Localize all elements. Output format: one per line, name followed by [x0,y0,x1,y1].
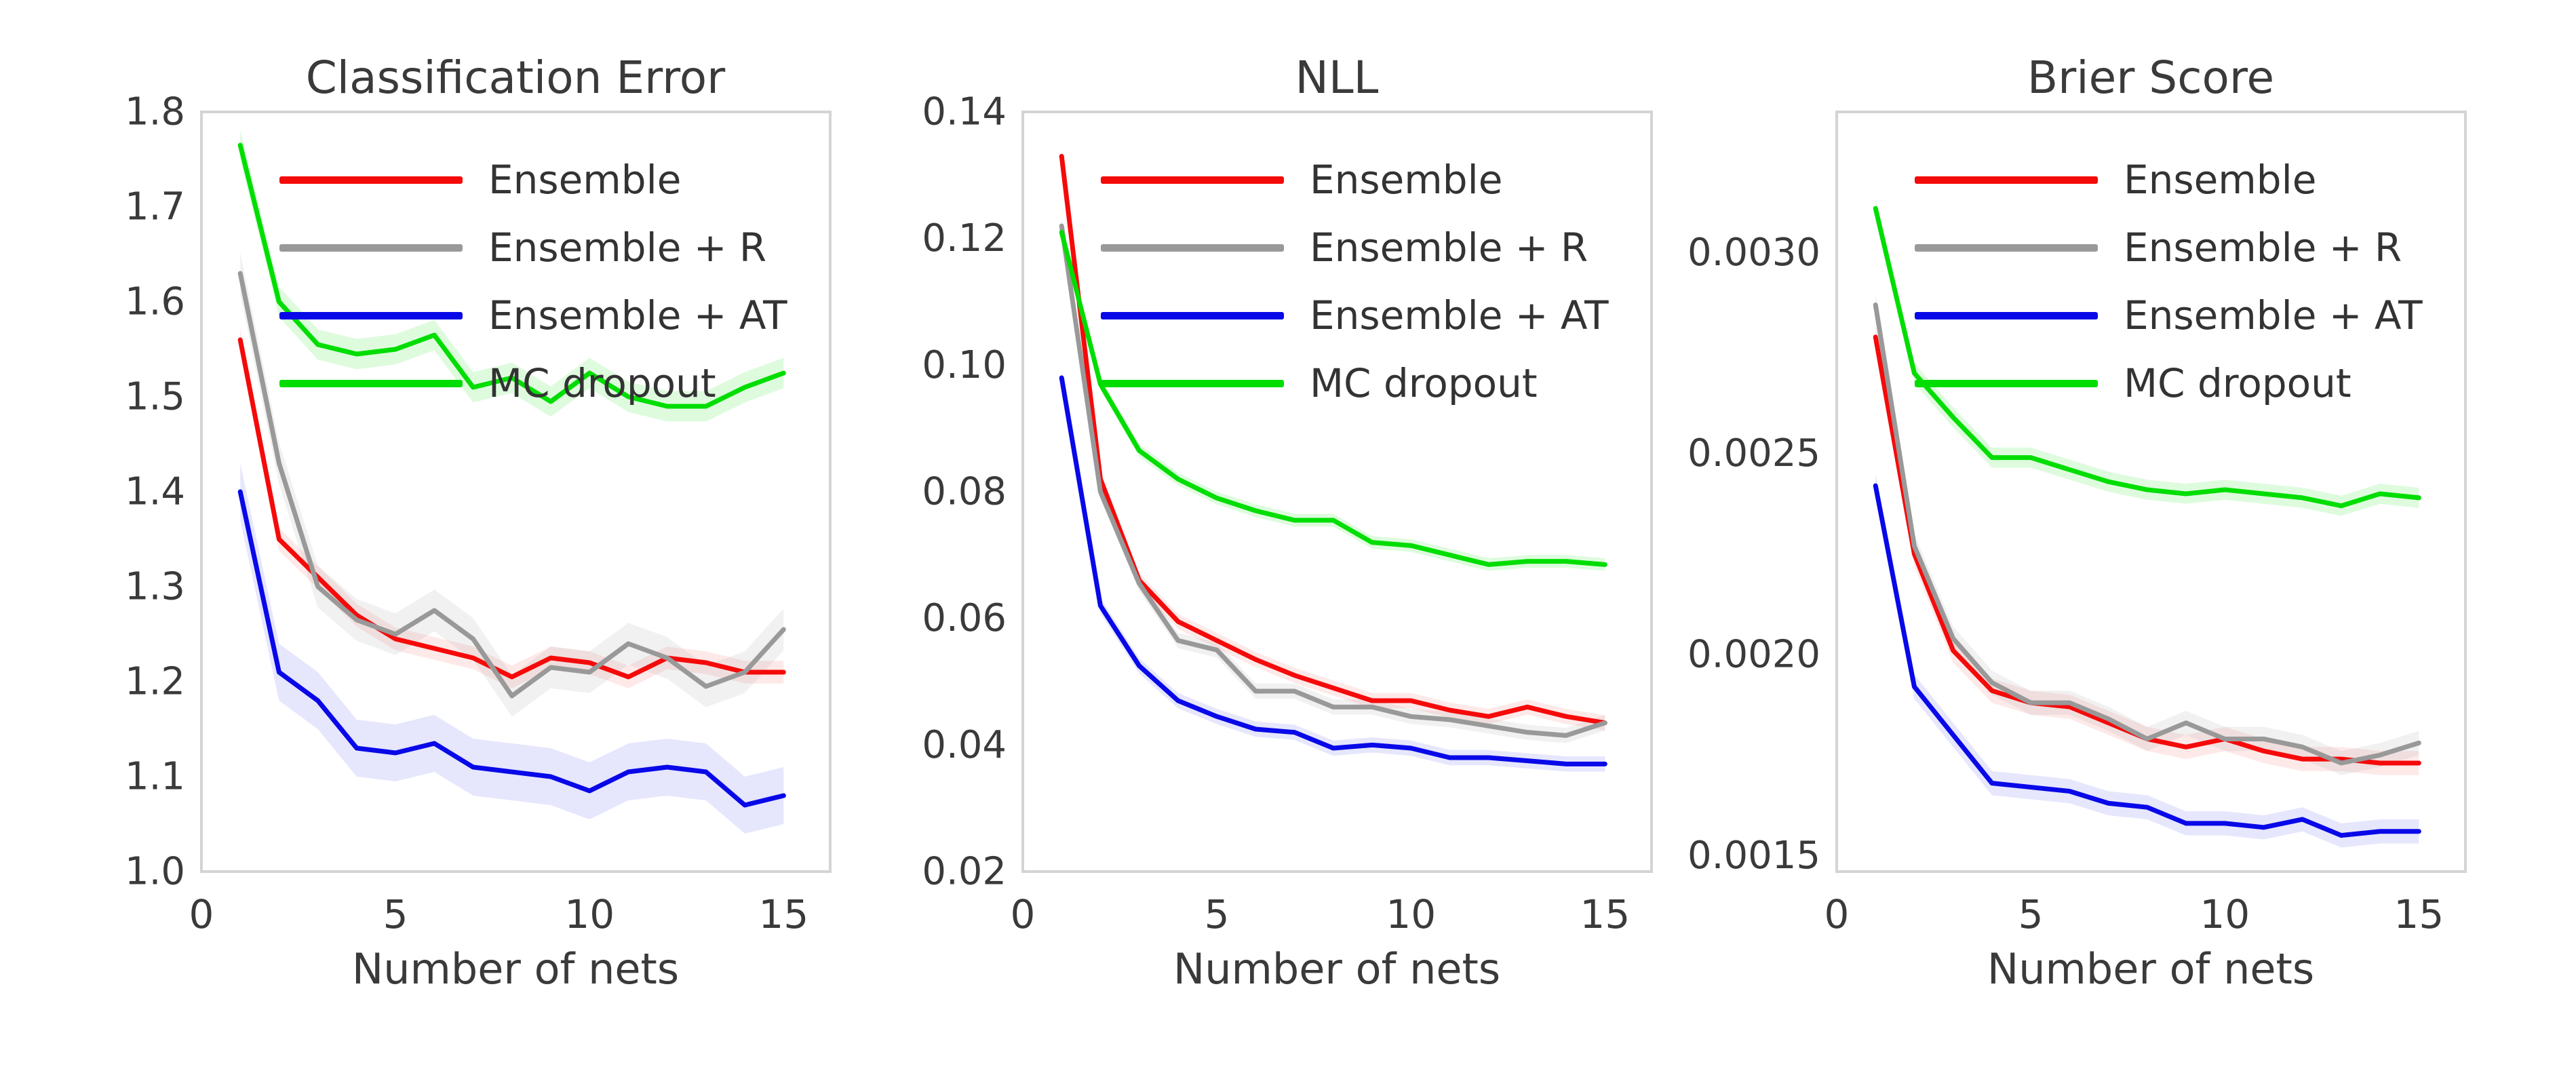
series-line-ensemble-at [237,489,786,808]
legend-item-ensemble-r: Ensemble + R [1101,225,1588,271]
legend-item-ensemble: Ensemble [279,157,682,203]
y-tick-label: 0.10 [922,343,1007,387]
legend-line-mc-dropout [1915,379,2098,387]
subplot-title-brier-score: Brier Score [2027,52,2275,104]
y-tick-label: 0.06 [922,596,1007,640]
legend-item-mc-dropout: MC dropout [1915,360,2351,406]
legend-item-ensemble: Ensemble [1915,157,2317,203]
legend-item-ensemble-at: Ensemble + AT [1915,292,2423,338]
x-axis-label-1: Number of nets [351,944,680,994]
legend-line-ensemble-at [1915,311,2098,319]
x-tick-label: 0 [1824,891,1850,937]
series-line-ensemble-at [1873,483,2421,838]
legend-line-ensemble-r [279,244,463,252]
subplot-title-classification-error: Classification Error [305,52,726,104]
legend-label-ensemble-at: Ensemble + AT [2124,292,2423,338]
series-line-ensemble-r [1873,302,2421,766]
legend-line-ensemble [1915,176,2098,184]
legend-line-ensemble [1101,176,1284,184]
series-line-ensemble-r [1059,223,1607,738]
plot-spines [1835,111,2467,873]
legend-label-ensemble: Ensemble [1310,157,1503,203]
x-tick-label: 10 [564,891,614,937]
confidence-band-mc-dropout [1061,226,1605,571]
series-line-ensemble-r [237,271,786,699]
series-line-mc-dropout [237,142,786,409]
legend-item-ensemble-at: Ensemble + AT [1101,292,1609,338]
y-tick-label: 1.7 [125,185,185,229]
plot-spines [200,111,832,873]
y-tick-label: 1.4 [125,470,185,514]
legend-label-ensemble: Ensemble [2124,157,2317,203]
legend-label-mc-dropout: MC dropout [2124,360,2351,406]
y-tick-label: 0.14 [922,90,1007,134]
y-tick-label: 1.0 [125,850,185,894]
series-line-mc-dropout [1059,229,1607,567]
legend-label-ensemble-at: Ensemble + AT [1310,292,1609,338]
legend-line-ensemble-at [1101,311,1284,319]
legend-label-ensemble: Ensemble [488,157,682,203]
y-tick-label: 1.5 [125,375,185,419]
confidence-band-mc-dropout [240,130,784,422]
legend-line-mc-dropout [1101,379,1284,387]
x-tick-label: 15 [2394,891,2444,937]
legend-line-ensemble-at [279,311,463,319]
y-tick-label: 0.04 [922,723,1007,767]
x-axis-label-2: Number of nets [1173,944,1501,994]
x-tick-label: 15 [758,891,808,937]
legend-line-ensemble [279,176,463,184]
y-tick-label: 1.3 [125,565,185,609]
legend-label-ensemble-r: Ensemble + R [2124,225,2402,271]
confidence-band-ensemble-at [240,463,784,834]
y-tick-label: 0.0030 [1687,231,1820,275]
x-tick-label: 10 [1386,891,1436,937]
y-tick-label: 0.0025 [1687,431,1820,475]
x-tick-label: 0 [1011,891,1036,937]
series-line-mc-dropout [1873,206,2421,509]
x-tick-label: 15 [1580,891,1630,937]
y-tick-label: 0.12 [922,216,1007,260]
x-axis-label-3: Number of nets [1987,944,2315,994]
legend-label-mc-dropout: MC dropout [488,360,716,406]
y-tick-label: 0.02 [922,850,1007,894]
legend-item-ensemble-r: Ensemble + R [279,225,767,271]
x-tick-label: 10 [2200,891,2250,937]
legend-item-mc-dropout: MC dropout [1101,360,1538,406]
legend-item-mc-dropout: MC dropout [279,360,716,406]
y-tick-label: 0.0020 [1687,633,1820,677]
series-line-ensemble [237,337,786,680]
series-line-ensemble [1059,153,1607,726]
legend-label-ensemble-at: Ensemble + AT [488,292,787,338]
legend-line-ensemble-r [1101,244,1284,252]
y-tick-label: 0.0015 [1687,834,1820,878]
y-tick-label: 1.1 [125,755,185,799]
x-tick-label: 5 [1205,891,1230,937]
x-tick-label: 5 [383,891,408,937]
x-tick-label: 0 [189,891,214,937]
legend-label-mc-dropout: MC dropout [1310,360,1538,406]
y-tick-label: 1.8 [125,90,185,134]
legend-item-ensemble-r: Ensemble + R [1915,225,2402,271]
legend-line-ensemble-r [1915,244,2098,252]
x-tick-label: 5 [2018,891,2044,937]
legend-label-ensemble-r: Ensemble + R [1310,225,1588,271]
y-tick-label: 1.6 [125,280,185,324]
plot-spines [1021,111,1653,873]
legend-line-mc-dropout [279,379,463,387]
subplot-title-nll: NLL [1295,52,1379,104]
y-tick-label: 1.2 [125,660,185,704]
legend-item-ensemble-at: Ensemble + AT [279,292,787,338]
series-line-ensemble-at [1059,375,1607,766]
legend-item-ensemble: Ensemble [1101,157,1503,203]
legend-label-ensemble-r: Ensemble + R [488,225,767,271]
y-tick-label: 0.08 [922,470,1007,514]
